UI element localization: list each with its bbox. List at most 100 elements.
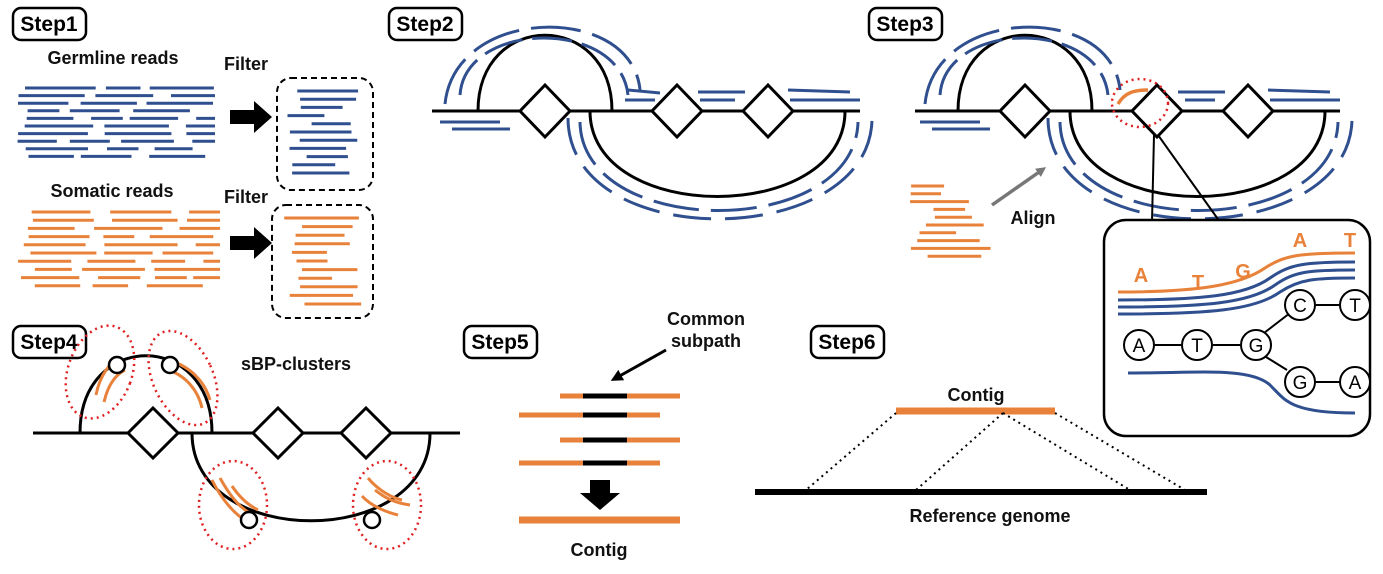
graph-node-letter: C [1293,296,1307,317]
graph-base-node [1284,366,1316,398]
read-track [923,25,1122,105]
variation-graph-step4 [33,354,460,523]
graph-node-letter: A [1133,336,1146,357]
align-label: Align [1011,208,1056,228]
read-track [440,120,510,131]
graph-base-node [1339,289,1371,321]
read-track [627,88,851,95]
read-base-letter: A [1134,265,1148,287]
filter-arrow-bottom [230,227,272,259]
aligned-germline-reads-step2 [440,25,874,221]
sbp-cluster-ellipse [351,459,423,551]
upper-bubble-path [956,33,1094,112]
lower-bubble-path [190,432,432,523]
graph-base-node [1181,329,1213,361]
step5-panel: Step5 Common subpath Contig [462,309,745,560]
graph-node [125,405,181,461]
contig-mapping-lines [805,412,1186,491]
read-track [938,36,1110,96]
read-base-letter: A [1293,230,1307,252]
sbp-clusters-label: sBP-clusters [241,354,351,374]
step5-badge [462,324,539,360]
merge-arrow [580,480,620,510]
sbp-cluster-ellipse [197,459,269,551]
step1-panel: Step1 Germline reads Somatic reads Filte… [11,6,374,319]
read-track [1046,117,1354,221]
read-base-letter: T [1192,272,1204,294]
read-base-letter: T [1344,230,1356,252]
graph-node [1129,82,1185,140]
step3-title: Step3 [876,13,933,36]
contig-label-step6: Contig [948,385,1005,405]
breakpoint-node [107,355,127,375]
graph-node-letter: T [1349,296,1361,317]
step2-badge [387,6,464,42]
breakpoint-node [362,510,382,530]
reference-genome-label: Reference genome [909,506,1070,526]
step2-title: Step2 [396,13,453,36]
graph-node [517,82,573,140]
graph-node-letter: A [1349,373,1362,394]
germline-read-zoom [1117,276,1356,316]
step3-badge [867,6,944,42]
step4-badge [11,324,88,360]
sbp-cluster-outlines [64,324,423,551]
breakpoint-cluster-nodes [107,355,382,530]
somatic-reads-label: Somatic reads [50,181,173,201]
sbp-cluster-ellipse [64,324,136,420]
filtered-somatic-reads [284,216,362,306]
step6-panel: Step6 Contig Reference genome [755,324,1207,526]
somatic-read-aligned [1116,88,1149,105]
align-arrow [990,167,1047,207]
step5-title: Step5 [471,331,529,354]
common-subpath-pointer-arrow [610,348,667,381]
zoom-graph-nodes: A T G C T G A [1123,289,1371,398]
read-track [578,121,860,212]
step4-title: Step4 [20,331,78,354]
graph-node-letter: G [1249,336,1264,357]
contig-label-step5: Contig [571,540,628,560]
step1-title: Step1 [20,13,78,36]
somatic-read-pile [18,210,220,288]
read-track [1058,121,1340,212]
germline-read-zoom [1117,268,1356,309]
variation-graph-step3 [915,33,1340,198]
graph-node-letter: G [1293,373,1308,394]
breakpoint-node [239,510,259,530]
filtered-germline-reads [287,89,359,175]
graph-node [250,405,306,461]
graph-base-node [1339,366,1371,398]
graph-base-node [1284,289,1316,321]
sbp-cluster-ellipse [147,329,219,427]
graph-node-letter: T [1191,336,1203,357]
graph-node [338,405,394,461]
lower-bubble-path [588,110,847,198]
step4-panel: Step4 sBP-clusters [11,324,460,551]
read-track [458,36,630,96]
step3-panel: Step3 Align [867,6,1372,438]
read-base-letter: G [1235,261,1251,283]
graph-base-node [1123,329,1155,361]
graph-base-node [1240,329,1272,361]
filter-arrow-top [230,101,272,133]
zoom-callout-line [1157,134,1221,223]
filter-label-top: Filter [224,54,268,74]
upper-bubble-path [476,33,614,112]
step1-badge [11,6,88,42]
lower-bubble-path [1068,110,1327,198]
aligned-germline-reads-step3 [920,25,1354,221]
step2-panel: Step2 [387,6,874,221]
common-subpath-label-line1: Common [667,309,745,329]
upper-bubble-path [78,354,214,434]
germline-read-zoom [1127,370,1356,415]
contig-reads [519,393,680,466]
zoom-reads [1117,251,1356,415]
zoom-graph-edges [1155,304,1340,383]
read-track [443,25,642,105]
somatic-read-zoom [1117,251,1356,294]
common-subpath-label-line2: subpath [671,331,741,351]
graph-node [997,82,1053,140]
filter-label-bottom: Filter [224,187,268,207]
graph-node [1220,82,1276,140]
step6-title: Step6 [818,331,875,354]
